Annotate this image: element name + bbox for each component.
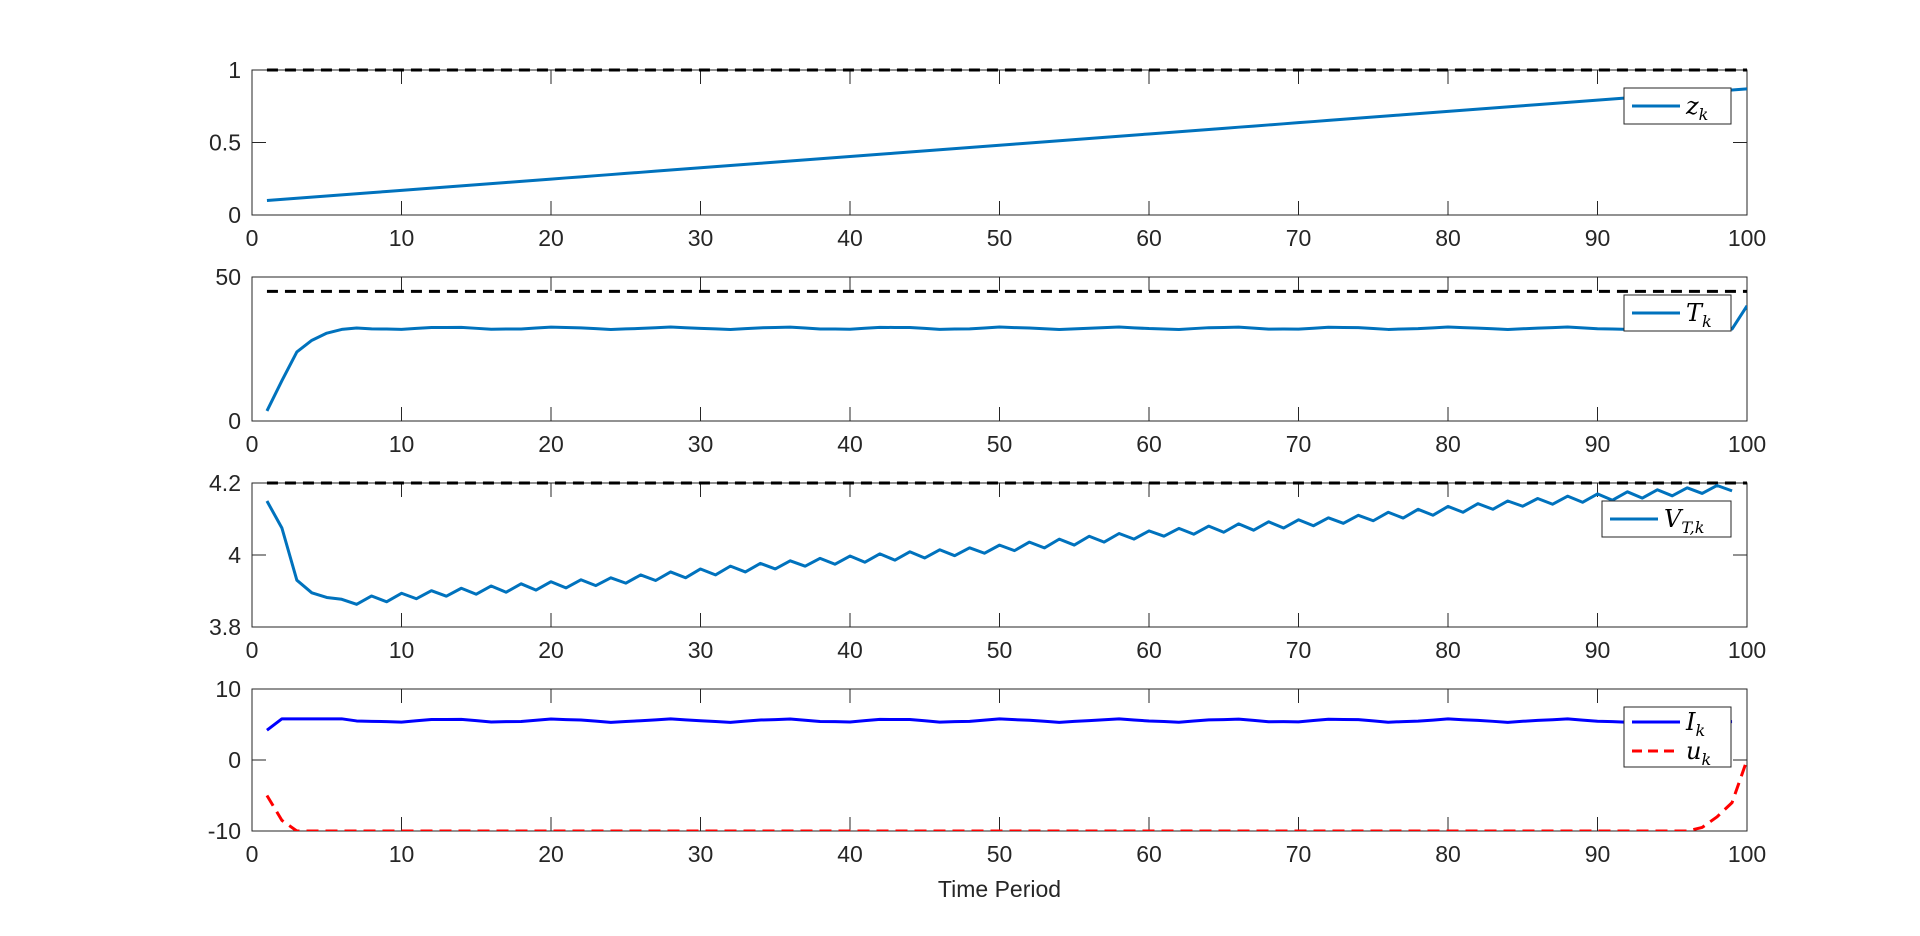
series-line-u-k: [265, 759, 1747, 831]
x-tick-label: 10: [389, 637, 415, 663]
y-tick-label: 1: [228, 57, 241, 83]
x-axis-label: Time Period: [938, 876, 1061, 902]
x-tick-label: 40: [837, 225, 863, 251]
y-tick-label: 0: [228, 408, 241, 434]
series-line-z-k: [266, 87, 1747, 202]
x-tick-label: 20: [538, 225, 564, 251]
y-tick-label: -10: [208, 818, 241, 844]
x-tick-label: 70: [1286, 225, 1312, 251]
x-tick-label: 40: [837, 637, 863, 663]
x-tick-label: 40: [837, 431, 863, 457]
x-tick-label: 80: [1435, 841, 1461, 867]
y-tick-label: 10: [215, 676, 241, 702]
x-tick-label: 100: [1728, 841, 1766, 867]
x-tick-label: 90: [1585, 637, 1611, 663]
x-tick-label: 50: [987, 637, 1013, 663]
x-tick-label: 70: [1286, 841, 1312, 867]
x-tick-label: 60: [1136, 841, 1162, 867]
x-tick-label: 0: [246, 225, 259, 251]
series-line-V-Tk: [265, 483, 1733, 606]
x-tick-label: 20: [538, 431, 564, 457]
subplot-2: 0 10 20 30 40 50 60 70 80 90 100 0 50 Tk: [215, 264, 1766, 457]
y-tick-label: 0: [228, 202, 241, 228]
x-tick-label: 100: [1728, 225, 1766, 251]
x-tick-label: 90: [1585, 225, 1611, 251]
x-tick-label: 30: [688, 431, 714, 457]
x-tick-label: 100: [1728, 637, 1766, 663]
x-tick-label: 60: [1136, 225, 1162, 251]
x-tick-label: 80: [1435, 431, 1461, 457]
legend-label-subscript: k: [1701, 750, 1711, 769]
x-tick-label: 40: [837, 841, 863, 867]
series-line-T-k: [265, 304, 1747, 412]
legend: VT,k: [1601, 500, 1732, 538]
axes-frame: [251, 69, 1748, 216]
x-tick-label: 50: [987, 225, 1013, 251]
x-tick-label: 20: [538, 637, 564, 663]
legend-label-subscript: k: [1695, 721, 1705, 740]
axes-frame: [251, 276, 1748, 422]
legend-box: [1601, 500, 1732, 538]
x-tick-label: 10: [389, 431, 415, 457]
x-tick-label: 90: [1585, 431, 1611, 457]
subplot-3: 0 10 20 30 40 50 60 70 80 90 100 3.8 4 4.2 VT,k: [209, 470, 1766, 663]
x-tick-label: 70: [1286, 637, 1312, 663]
legend: Tk: [1623, 294, 1732, 332]
x-tick-label: 90: [1585, 841, 1611, 867]
x-tick-label: 50: [987, 431, 1013, 457]
x-tick-label: 0: [246, 637, 259, 663]
x-tick-label: 60: [1136, 431, 1162, 457]
x-tick-label: 30: [688, 637, 714, 663]
y-tick-label: 0: [228, 747, 241, 773]
legend: zk: [1623, 87, 1732, 125]
x-tick-label: 70: [1286, 431, 1312, 457]
series-line-I-k: [266, 717, 1733, 732]
axes-frame: [251, 688, 1748, 832]
x-tick-label: 80: [1435, 225, 1461, 251]
x-tick-label: 30: [688, 225, 714, 251]
x-tick-label: 30: [688, 841, 714, 867]
y-tick-label: 50: [215, 264, 241, 290]
x-tick-label: 60: [1136, 637, 1162, 663]
y-tick-label: 3.8: [209, 614, 241, 640]
legend-label-subscript: k: [1699, 105, 1709, 124]
y-tick-label: 4.2: [209, 470, 241, 496]
x-tick-label: 10: [389, 841, 415, 867]
x-tick-label: 10: [389, 225, 415, 251]
x-tick-label: 100: [1728, 431, 1766, 457]
x-tick-label: 50: [987, 841, 1013, 867]
legend-label-subscript: k: [1702, 312, 1712, 331]
y-tick-label: 4: [228, 542, 241, 568]
x-tick-label: 20: [538, 841, 564, 867]
y-tick-label: 0.5: [209, 130, 241, 156]
legend-label-subscript: T,k: [1681, 518, 1704, 537]
legend-box: [1623, 706, 1732, 768]
x-tick-label: 80: [1435, 637, 1461, 663]
x-tick-label: 0: [246, 841, 259, 867]
subplot-1: 0 10 20 30 40 50 60 70 80 90 100 0 0.5 1 zk: [209, 57, 1766, 251]
x-tick-label: 0: [246, 431, 259, 457]
